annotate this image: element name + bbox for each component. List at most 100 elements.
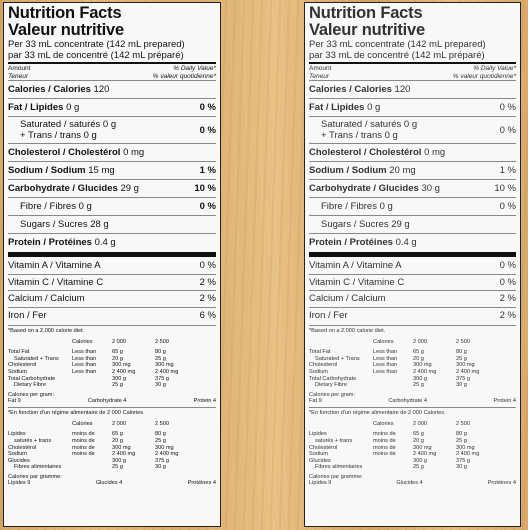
table-cell: 25 g: [413, 464, 424, 471]
table-cell: Cholestérol: [8, 444, 37, 451]
sodium-pct: 1 %: [499, 165, 516, 176]
table-cell: 65 g: [413, 431, 424, 438]
fibre-pct: 0 %: [199, 201, 216, 212]
table-cell: 25 g: [112, 464, 123, 471]
table-header: 2 500: [456, 338, 470, 345]
table-cell: 65 g: [112, 431, 123, 438]
calcium-label: Calcium / Calcium: [309, 293, 386, 305]
table-cell: moins de: [373, 431, 396, 438]
cpg-value: Protéines 4: [187, 480, 216, 487]
calories-value: 120: [93, 84, 110, 95]
table-cell: 300 g: [413, 457, 427, 464]
vitamin-a-label: Vitamin A / Vitamine A: [8, 260, 101, 272]
table-cell: Less than: [72, 349, 97, 356]
table-cell: 20 g: [112, 437, 123, 444]
table-cell: 65 g: [112, 349, 123, 356]
protein-label: Protein / Protéines: [309, 237, 393, 248]
table-cell: moins de: [72, 431, 95, 438]
cpg-value: Glucides 4: [95, 480, 123, 487]
table-header: 2 000: [413, 338, 427, 345]
title-en: Nutrition Facts: [8, 4, 122, 22]
fat-pct: 0 %: [199, 102, 216, 113]
footnote-en: *Based on a 2,000 calorie diet.: [8, 328, 85, 334]
cholesterol-value: 0 mg: [424, 147, 446, 158]
carbohydrate-label: Carbohydrate / Glucides: [8, 183, 118, 194]
protein-value: 0.4 g: [94, 237, 116, 248]
table-cell: Less than: [373, 362, 398, 369]
footnote-fr: *En fonction d'un régime alimentaire de …: [8, 410, 145, 417]
table-cell: moins de: [373, 437, 396, 444]
table-header: 2 000: [413, 420, 427, 427]
table-cell: Less than: [72, 368, 97, 375]
protein-row: Protein / Protéines 0.4 g: [8, 233, 216, 251]
serving-en: Per 33 mL concentrate (142 mL prepared): [8, 39, 185, 50]
table-cell: 375 g: [155, 457, 169, 464]
protein-label: Protein / Protéines: [8, 237, 92, 248]
cpg-value: Fat 9: [309, 398, 322, 405]
iron-label: Iron / Fer: [8, 309, 47, 321]
vitamin-a-row: Vitamin A / Vitamine A 0 %: [8, 258, 216, 274]
table-cell: [72, 464, 112, 471]
vitamin-a-pct: 0 %: [499, 260, 516, 272]
carbohydrate-label: Carbohydrate / Glucides: [309, 183, 419, 194]
vitamin-c-label: Vitamin C / Vitamine C: [309, 276, 405, 288]
sugars-row: Sugars / Sucres 29 g: [309, 215, 516, 233]
sodium-value: 15 mg: [88, 165, 115, 176]
trans-label: + Trans / trans 0 g: [20, 130, 97, 141]
cpg-value: Carbohydrate 4: [388, 398, 427, 405]
column-header: Amount Teneur % Daily Value*% valeur quot…: [8, 65, 216, 80]
table-cell: Less than: [373, 349, 398, 356]
cholesterol-row: Cholesterol / Cholestérol 0 mg: [309, 143, 516, 161]
fat-row: Fat / Lipides 0 g 0 %: [309, 98, 516, 116]
table-cell: 25 g: [155, 437, 166, 444]
calories-per-gram-en: Calories per gram:: [309, 391, 356, 398]
cpg-value: Protein 4: [493, 398, 516, 405]
table-cell: 300 mg: [112, 362, 131, 369]
table-cell: Glucides: [309, 457, 331, 464]
table-header: Calories: [373, 338, 394, 345]
serving-fr: par 33 mL de concentré (142 mL préparé): [8, 50, 184, 61]
sodium-value: 20 mg: [389, 165, 416, 176]
table-cell: 25 g: [456, 437, 467, 444]
footnote-en: *Based on a 2,000 calorie diet.: [309, 328, 386, 334]
table-cell: moins de: [373, 451, 396, 458]
sugars-label: Sugars / Sucres 28 g: [20, 219, 109, 230]
nutrition-label-right: Nutrition Facts Valeur nutritive Per 33 …: [304, 2, 521, 527]
calories-per-gram-fr: Calories par gramme:: [309, 473, 363, 480]
cholesterol-value: 0 mg: [123, 147, 145, 158]
table-cell: moins de: [72, 444, 95, 451]
dv-table-en-rows: Total Fat Less than 65 g 80 g Saturated + T…: [309, 349, 516, 389]
cpg-value: Fat 9: [8, 398, 21, 405]
dv-table-fr-rows: Lipides moins de 65 g 80 g saturés + trans m…: [309, 431, 516, 471]
table-cell: [72, 376, 112, 383]
cpg-value: Protein 4: [193, 398, 216, 405]
divider: [8, 325, 216, 326]
table-header: Calories: [72, 420, 93, 427]
table-cell: Cholesterol: [8, 362, 37, 369]
divider: [8, 252, 216, 257]
amount-en: Amount: [309, 65, 332, 72]
cpg-value: Glucides 4: [396, 480, 423, 487]
carbohydrate-pct: 10 %: [194, 183, 216, 194]
protein-row: Protein / Protéines 0.4 g: [309, 233, 516, 251]
table-cell: Total Fat: [8, 349, 30, 356]
table-cell: 25 g: [456, 355, 467, 362]
dv-table-fr-rows: Lipides moins de 65 g 80 g saturés + trans m…: [8, 431, 216, 471]
calories-per-gram-fr: Calories par gramme:: [8, 473, 62, 480]
vitamin-c-pct: 2 %: [199, 276, 216, 288]
table-cell: 80 g: [456, 349, 467, 356]
sodium-label: Sodium / Sodium: [309, 165, 387, 176]
table-cell: 20 g: [112, 355, 123, 362]
fibre-label: Fibre / Fibres 0 g: [20, 201, 92, 212]
cholesterol-row: Cholesterol / Cholestérol 0 mg: [8, 143, 216, 161]
table-cell: 300 mg: [155, 444, 174, 451]
amount-en: Amount: [8, 65, 31, 72]
table-cell: [373, 464, 413, 471]
table-cell: 80 g: [155, 349, 166, 356]
table-cell: saturés + trans: [14, 437, 52, 444]
table-cell: 375 g: [456, 375, 470, 382]
dv-table-en: Calories 2 000 2 500: [309, 339, 516, 346]
table-cell: 300 mg: [155, 362, 174, 369]
table-cell: 375 g: [155, 375, 169, 382]
iron-row: Iron / Fer 6 %: [8, 306, 216, 324]
